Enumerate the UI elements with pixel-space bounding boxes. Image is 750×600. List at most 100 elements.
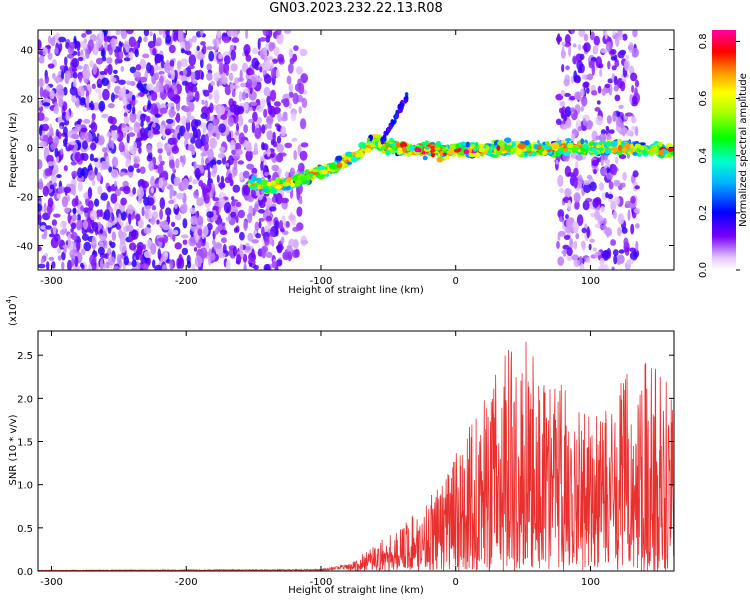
ridge-blob [321,169,328,175]
noise-blob [45,225,52,230]
noise-blob [201,156,205,166]
noise-blob [141,180,149,189]
ridge-blob [429,146,436,153]
noise-blob [65,110,70,121]
noise-blob [632,170,639,178]
ridge-blob [536,144,542,151]
noise-blob [189,85,198,93]
noise-blob [200,71,204,80]
noise-blob [263,86,271,97]
noise-blob [215,242,223,249]
ridge-blob [424,146,430,150]
noise-blob [89,254,97,266]
noise-blob [64,70,71,81]
ridge-blob [318,165,326,171]
noise-blob [250,70,255,75]
noise-blob [206,72,213,81]
noise-blob [51,219,58,227]
noise-blob [582,82,589,89]
noise-blob [565,118,572,129]
noise-blob [38,50,44,55]
noise-blob [276,135,282,144]
ridge-blob [335,155,343,161]
noise-blob [617,213,625,225]
noise-blob [621,227,628,234]
noise-blob [173,176,181,185]
noise-blob [266,130,274,141]
noise-blob [635,240,639,252]
noise-blob [194,90,200,102]
noise-blob [593,35,600,46]
noise-blob [285,221,290,228]
noise-blob [293,149,298,161]
ridge-blob [543,145,552,151]
noise-blob [182,154,186,165]
noise-blob [128,36,136,48]
noise-blob [150,175,155,187]
noise-blob [120,211,127,221]
noise-blob [557,232,561,241]
noise-blob [60,148,64,156]
noise-blob [101,113,109,119]
noise-blob [227,30,234,38]
noise-blob [599,225,607,230]
noise-blob [48,35,52,44]
noise-blob [634,87,638,97]
ridge-blob [312,168,319,173]
ridge-blob [582,144,590,149]
ridge-blob [408,145,415,152]
noise-blob [97,73,106,80]
noise-blob [613,179,621,187]
noise-blob [280,126,287,137]
noise-blob [51,261,56,269]
noise-blob [230,63,238,72]
noise-blob [91,179,96,186]
noise-blob [148,210,152,219]
noise-blob [597,157,602,163]
noise-blob [242,184,251,196]
noise-blob [118,141,125,153]
noise-blob [574,200,580,210]
noise-blob [95,88,100,94]
noise-blob [40,225,47,230]
ridge-blob [564,138,572,142]
noise-blob [168,44,176,54]
noise-blob [70,161,77,166]
noise-blob [292,226,300,232]
noise-blob [561,46,565,58]
noise-blob [43,229,48,236]
noise-blob [54,47,59,55]
noise-blob [150,91,158,101]
noise-blob [235,148,243,156]
noise-blob [133,121,140,134]
noise-blob [48,135,53,144]
noise-blob [110,92,115,103]
noise-blob [583,42,591,53]
noise-blob [126,224,134,232]
noise-blob [275,68,280,79]
noise-blob [38,125,43,136]
noise-blob [237,160,244,165]
noise-blob [156,219,160,225]
noise-blob [276,244,282,251]
noise-blob [136,168,141,173]
noise-blob [52,225,57,235]
noise-blob [38,39,42,50]
noise-blob [213,241,217,251]
noise-blob [246,163,255,170]
noise-blob [567,172,575,177]
noise-blob [299,48,308,57]
noise-blob [581,227,587,234]
noise-blob [558,216,563,223]
noise-blob [607,78,614,84]
ridge-blob [460,145,465,153]
noise-blob [181,178,189,190]
svg-text:(x104): (x104) [5,295,19,326]
noise-blob [165,128,172,136]
noise-blob [578,30,586,37]
noise-blob [116,30,122,35]
noise-blob [43,202,47,214]
noise-blob [271,107,276,115]
noise-blob [254,127,262,140]
noise-blob [78,181,83,192]
